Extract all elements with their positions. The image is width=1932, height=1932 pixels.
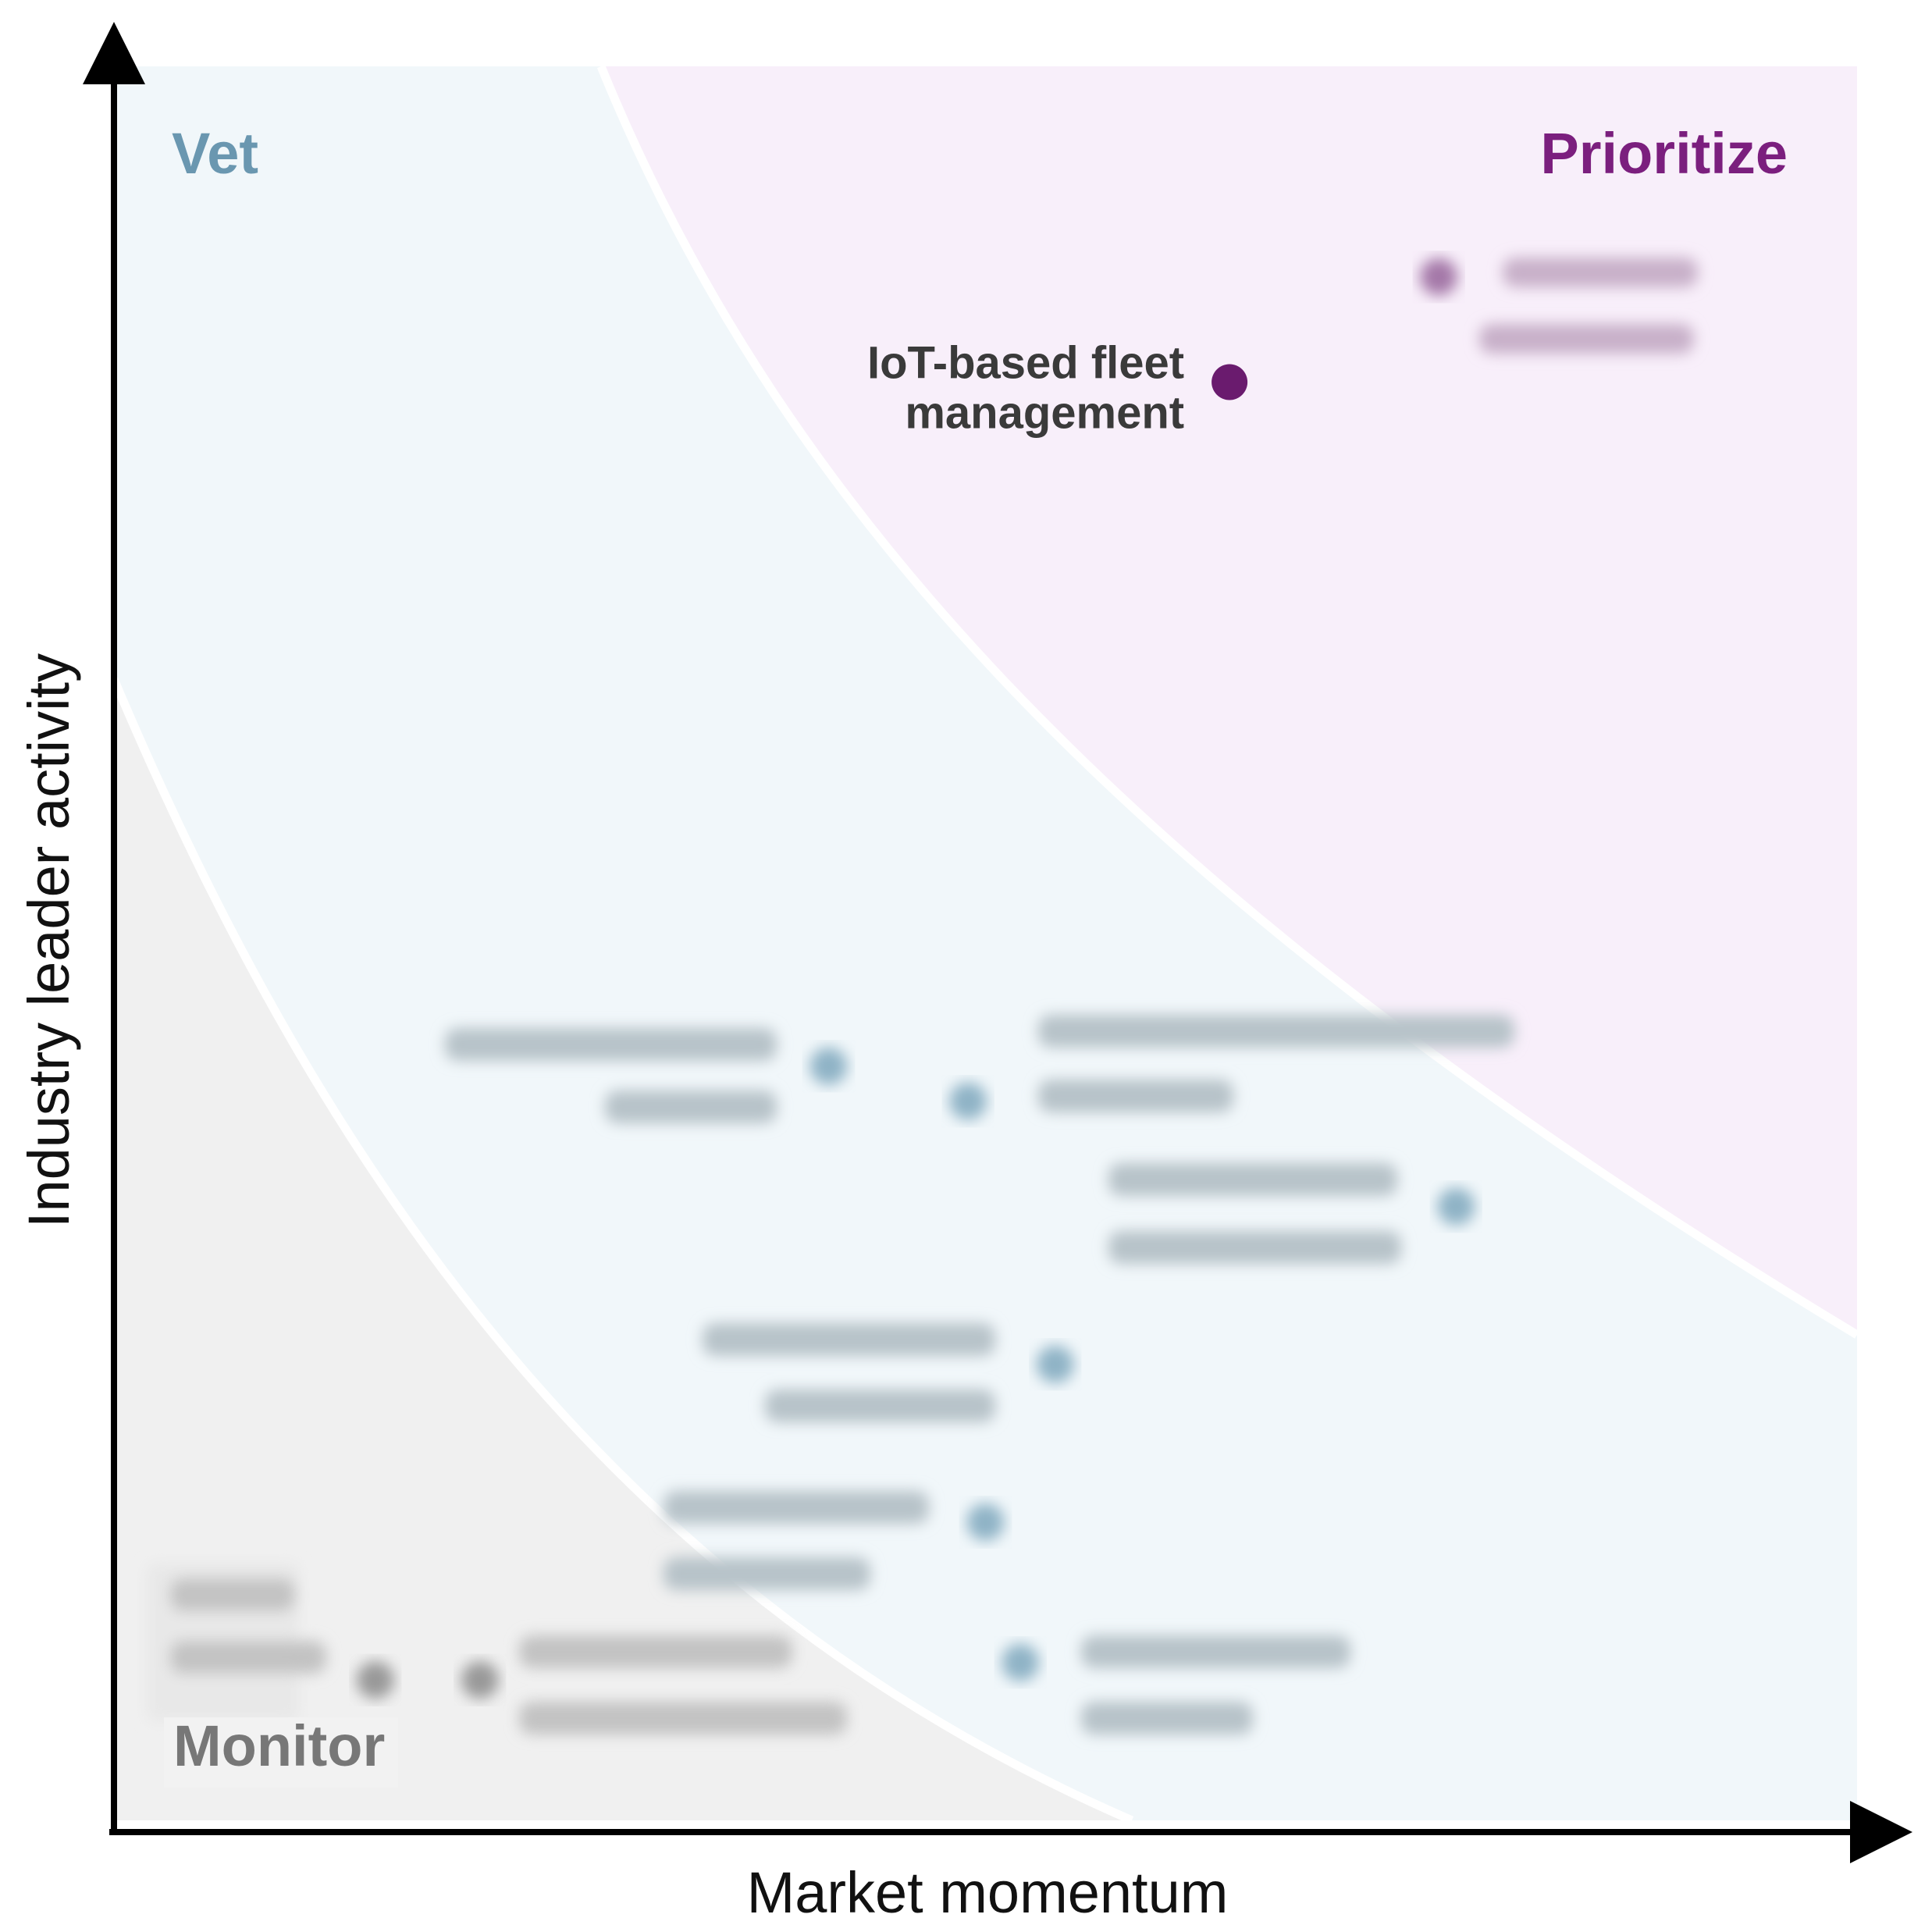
data-point [1002, 1643, 1040, 1681]
data-point-label-line: IoT-based fleet [867, 338, 1184, 389]
blurred-label [170, 1641, 326, 1674]
y-axis-label: Industry leader activity [16, 653, 81, 1228]
data-point [1437, 1187, 1475, 1226]
blurred-label [703, 1323, 995, 1356]
blurred-label [170, 1578, 295, 1611]
data-point [461, 1661, 499, 1699]
blurred-labels [147, 258, 1698, 1735]
blurred-label [765, 1389, 995, 1422]
zone-monitor-background [114, 679, 1132, 1820]
blurred-label [1479, 324, 1694, 354]
data-point-label-line: management [905, 388, 1184, 439]
blurred-label [1108, 1163, 1397, 1196]
zone-prioritize-background [601, 66, 1857, 1335]
data-point [1036, 1345, 1074, 1383]
blurred-label [1081, 1702, 1253, 1735]
blurred-label [664, 1491, 929, 1524]
data-points: IoT-based fleet management [356, 258, 1475, 1699]
blurred-label [1038, 1080, 1233, 1112]
blurred-label [605, 1091, 777, 1123]
data-point [966, 1503, 1005, 1541]
data-point [356, 1661, 394, 1699]
data-point [809, 1047, 848, 1085]
zone-title-prioritize: Prioritize [1540, 121, 1788, 186]
data-point [1420, 258, 1458, 296]
data-point [949, 1082, 987, 1120]
blurred-label [1108, 1231, 1401, 1264]
data-point-label: IoT-based fleet management [867, 338, 1184, 439]
zone-title-vet: Vet [172, 121, 258, 186]
blurred-label [445, 1028, 777, 1061]
zone-boundary-upper [596, 64, 1859, 1339]
data-point [1212, 364, 1248, 400]
zone-title-monitor: Monitor [173, 1713, 385, 1778]
blurred-label [1081, 1635, 1350, 1668]
x-axis-label: Market momentum [747, 1860, 1229, 1925]
blurred-label [519, 1702, 847, 1735]
monitor-title-backdrop [164, 1717, 398, 1788]
axes: Market momentum Industry leader activity [16, 22, 1912, 1925]
blurred-label [1503, 258, 1698, 287]
blurred-label [519, 1635, 792, 1668]
blurred-label [1038, 1015, 1514, 1048]
blurred-label [664, 1557, 870, 1590]
zone-boundary-lower [109, 677, 1134, 1825]
zone-titles: Vet Prioritize Monitor [164, 121, 1788, 1788]
zone-backgrounds [109, 64, 1859, 1825]
